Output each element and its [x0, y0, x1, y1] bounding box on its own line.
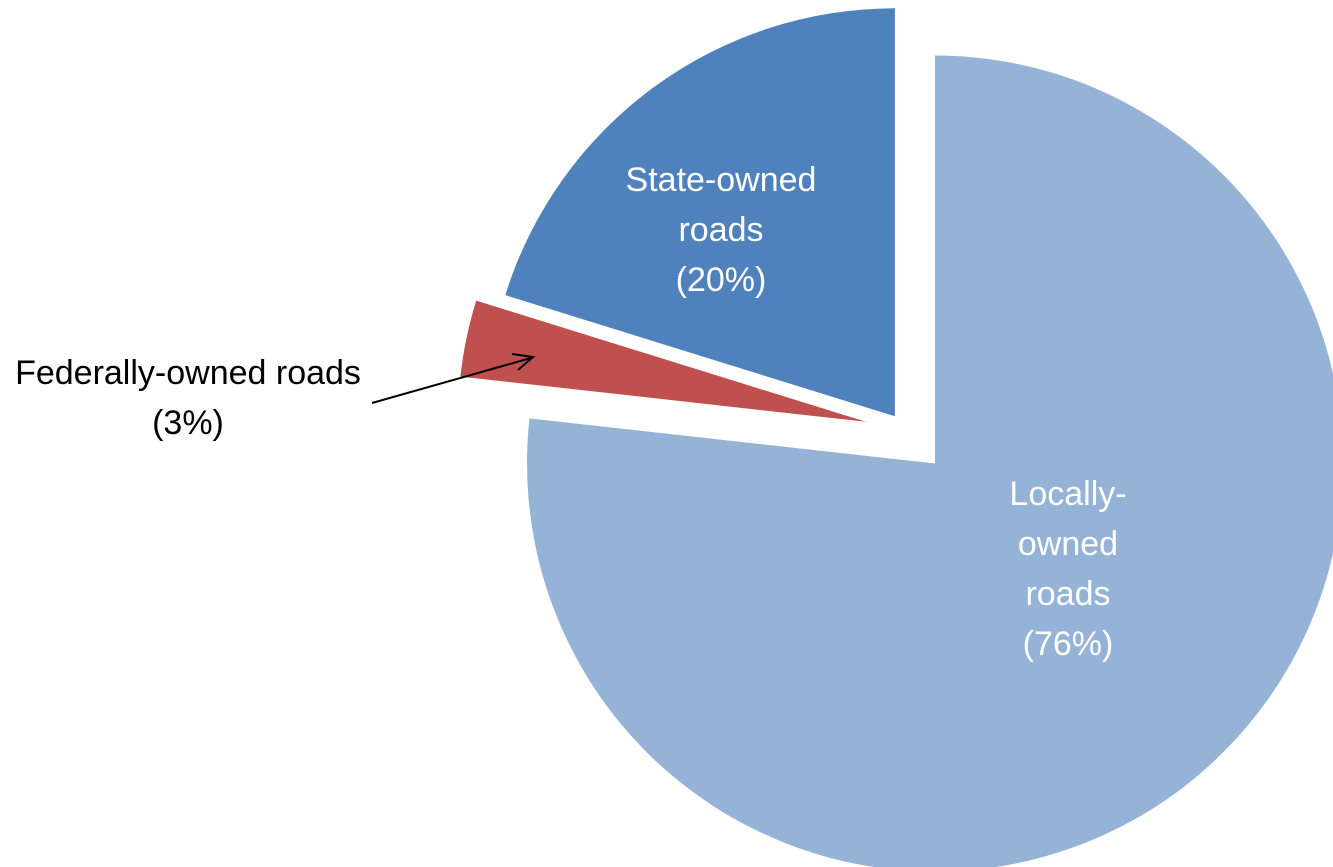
pie-slice — [527, 55, 1333, 867]
slice-label: Locally-owned roads (76%) — [983, 469, 1153, 669]
leader-arrowhead — [511, 353, 536, 371]
category-label: Locally-owned roads — [1009, 475, 1127, 613]
leader-line — [371, 357, 532, 404]
category-label: State-owned roads — [625, 161, 817, 249]
slice-label: State-owned roads (20%) — [596, 155, 846, 305]
slice-label: Federally-owned roads (3%) — [7, 348, 369, 448]
pie-slice — [505, 8, 895, 417]
pie-slice — [460, 300, 866, 422]
value-label: (3%) — [152, 404, 224, 442]
pie — [460, 8, 1333, 867]
value-label: (20%) — [675, 261, 767, 299]
value-label: (76%) — [1022, 625, 1114, 663]
category-label: Federally-owned roads — [15, 354, 361, 392]
